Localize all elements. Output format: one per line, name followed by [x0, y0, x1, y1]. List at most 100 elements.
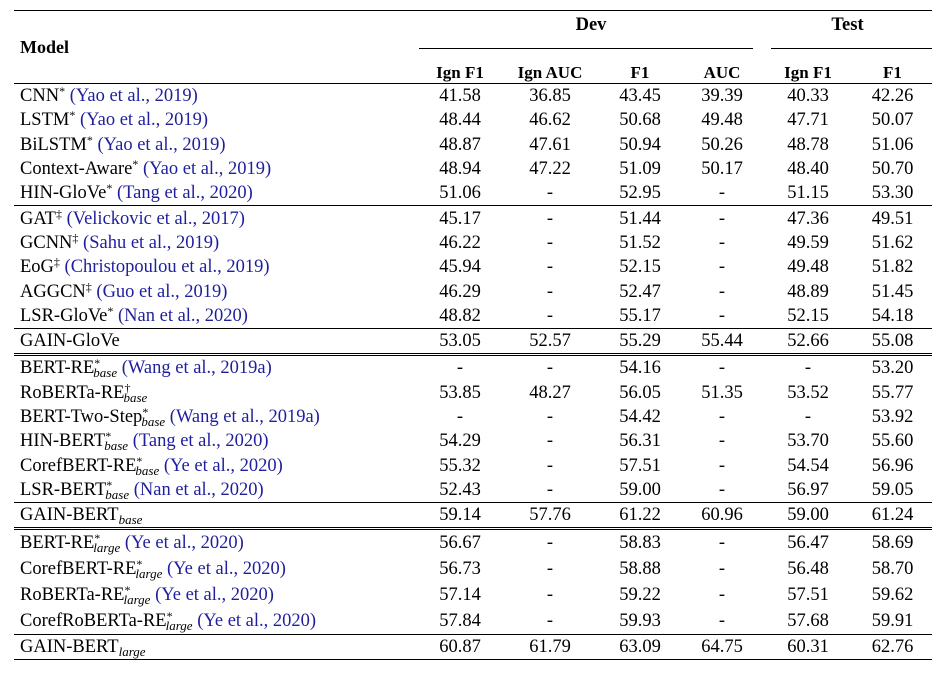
cell-dev-ign-f1: 51.06	[439, 183, 481, 204]
model-name: BiLSTM	[20, 134, 87, 155]
cell-dev-auc: -	[681, 354, 763, 381]
cell-dev-ign-auc: -	[501, 528, 599, 557]
citation-link[interactable]: (Christopoulou et al., 2019)	[64, 257, 270, 278]
cell-dev-ign-auc: 61.79	[501, 633, 599, 660]
model-header: Model	[14, 10, 419, 84]
citation-link[interactable]: (Nan et al., 2020)	[118, 305, 248, 326]
cell-test-ign-f1: 57.51	[787, 584, 829, 605]
model-name: CorefBERT-RE	[20, 455, 137, 476]
cell-dev-ign-auc: -	[546, 479, 554, 500]
cell-dev-f1: 52.47	[619, 281, 661, 302]
model-name-cell: CorefBERT-RE*large (Ye et al., 2020)	[14, 556, 419, 582]
cell-dev-auc: 60.96	[681, 502, 763, 531]
model-name: HIN-GloVe	[20, 183, 107, 204]
citation-link[interactable]: (Ye et al., 2020)	[155, 584, 274, 605]
citation-link[interactable]: (Tang et al., 2020)	[132, 431, 269, 452]
cell-dev-auc: -	[718, 257, 726, 278]
table-row: LSTM* (Yao et al., 2019) 48.44 46.62 50.68 4…	[14, 108, 932, 132]
cell-test-ign-f1: 49.48	[787, 257, 829, 278]
cell-dev-f1: 50.94	[619, 134, 661, 155]
citation-link[interactable]: (Wang et al., 2019a)	[169, 407, 320, 427]
dev-header: Dev	[419, 10, 763, 49]
cell-dev-ign-auc: 47.22	[529, 159, 571, 180]
cell-test-f1: 50.07	[871, 110, 914, 131]
citation-link[interactable]: (Velickovic et al., 2017)	[66, 208, 245, 229]
model-name: GAT	[20, 208, 56, 229]
cell-test-ign-f1: 53.52	[787, 382, 829, 403]
cell-dev-ign-auc: 46.62	[529, 110, 571, 131]
cell-dev-ign-f1: 41.58	[419, 83, 501, 109]
footnote-mark: *	[105, 429, 112, 444]
cell-test-ign-f1: 40.33	[763, 83, 853, 109]
table-row: BERT-RE*large (Ye et al., 2020) 56.67-58.…	[14, 528, 932, 557]
citation-link[interactable]: (Yao et al., 2019)	[97, 134, 226, 155]
cell-dev-ign-f1: 48.82	[439, 305, 481, 326]
cell-test-f1: 51.62	[871, 232, 914, 253]
cell-dev-auc: -	[718, 232, 726, 253]
citation-link[interactable]: (Sahu et al., 2019)	[83, 232, 220, 253]
cell-dev-ign-auc: 36.85	[501, 83, 599, 109]
cell-dev-ign-f1: 48.87	[439, 134, 481, 155]
cell-test-ign-f1: 52.66	[763, 327, 853, 357]
citation-link[interactable]: (Ye et al., 2020)	[163, 455, 283, 476]
model-name: GCNN	[20, 232, 73, 253]
cell-dev-ign-f1: 59.14	[419, 502, 501, 531]
model-name: GAIN-BERT	[20, 505, 119, 526]
table-row: GAT‡ (Velickovic et al., 2017) 45.17-51.4…	[14, 205, 932, 231]
model-name-cell: Context-Aware* (Yao et al., 2019)	[14, 157, 419, 181]
cell-dev-auc: -	[718, 281, 726, 302]
citation-link[interactable]: (Ye et al., 2020)	[197, 610, 317, 631]
cell-dev-ign-f1: 46.22	[439, 232, 481, 253]
model-name: GAIN-BERT	[20, 636, 119, 657]
cell-test-ign-f1: 51.15	[787, 183, 829, 204]
citation-link[interactable]: (Yao et al., 2019)	[79, 110, 209, 131]
citation-link[interactable]: (Yao et al., 2019)	[69, 86, 198, 107]
cell-test-f1: 54.18	[871, 305, 914, 326]
cell-dev-f1: 59.93	[619, 610, 661, 631]
citation-link[interactable]: (Guo et al., 2019)	[96, 281, 228, 302]
footnote-mark: *	[106, 181, 113, 196]
cell-test-f1: 49.51	[853, 205, 932, 231]
cell-test-ign-f1: -	[763, 354, 853, 381]
cell-dev-f1: 61.22	[599, 502, 681, 531]
table-row: GAIN-GloVe 53.05 52.57 55.29 55.44 52.66 55.08	[14, 327, 932, 357]
citation-link[interactable]: (Nan et al., 2020)	[133, 479, 264, 500]
cell-dev-auc: -	[681, 528, 763, 557]
cell-dev-ign-f1: -	[456, 407, 464, 427]
model-name-cell: GAT‡ (Velickovic et al., 2017)	[14, 205, 419, 231]
cell-dev-auc: -	[718, 305, 726, 326]
cell-test-f1: 51.06	[871, 134, 914, 155]
cell-dev-auc: -	[718, 455, 726, 476]
model-name: HIN-BERT	[20, 431, 106, 452]
footnote-mark: *	[94, 531, 101, 546]
cell-dev-ign-auc: 48.27	[529, 382, 571, 403]
citation-link[interactable]: (Tang et al., 2020)	[116, 183, 253, 204]
table-row: LSR-GloVe* (Nan et al., 2020) 48.82 - 55.17…	[14, 304, 932, 329]
cell-test-f1: 53.92	[871, 407, 914, 427]
model-name: LSR-BERT	[20, 479, 107, 500]
footnote-mark: ‡	[53, 255, 60, 270]
citation-link[interactable]: (Ye et al., 2020)	[167, 559, 286, 580]
cell-test-ign-f1: 56.48	[787, 559, 829, 580]
cell-dev-ign-f1: 53.05	[419, 327, 501, 357]
model-name-cell: CNN* (Yao et al., 2019)	[14, 83, 419, 109]
citation-link[interactable]: (Wang et al., 2019a)	[121, 358, 272, 379]
cell-dev-ign-f1: 57.84	[439, 610, 481, 631]
citation-link[interactable]: (Ye et al., 2020)	[124, 533, 244, 554]
test-header: Test	[763, 10, 932, 49]
cell-test-f1: 51.82	[871, 257, 914, 278]
cell-test-ign-f1: 57.68	[787, 610, 829, 631]
model-name: BERT-RE	[20, 533, 95, 554]
cell-test-f1: 58.70	[871, 559, 914, 580]
cell-dev-f1: 43.45	[599, 83, 681, 109]
cell-dev-f1: 58.83	[599, 528, 681, 557]
citation-link[interactable]: (Yao et al., 2019)	[142, 159, 272, 180]
cell-dev-f1: 56.05	[619, 382, 661, 403]
model-name: CorefRoBERTa-RE	[20, 610, 167, 631]
model-name-cell: BERT-Two-Step*base (Wang et al., 2019a)	[14, 405, 419, 429]
cell-dev-f1: 50.68	[619, 110, 661, 131]
cell-dev-f1: 59.00	[619, 479, 661, 500]
cell-dev-auc: 55.44	[681, 327, 763, 357]
model-name-cell: LSTM* (Yao et al., 2019)	[14, 108, 419, 132]
footnote-mark: *	[106, 477, 113, 492]
